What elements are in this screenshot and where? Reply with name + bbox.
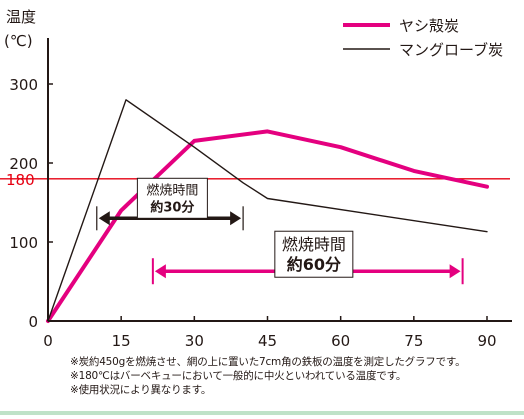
y-tick-label: 300	[9, 76, 38, 94]
footnote-3: ※使用状況により異なります。	[70, 384, 212, 396]
y-tick-label: 200	[9, 155, 38, 173]
x-tick-label: 45	[258, 332, 277, 350]
annotation-1-arrow-head-left	[98, 211, 110, 226]
footer-bar	[0, 411, 524, 415]
annotation-2-arrow-head-left	[154, 264, 166, 279]
annotation-1-line2: 約30分	[150, 199, 194, 215]
annotation-2-box	[274, 230, 354, 278]
series-line-yashi	[46, 129, 489, 323]
y-axis-label-line1: 温度	[6, 8, 36, 26]
x-tick-label: 90	[477, 332, 496, 350]
annotation-2-arrow-head-right	[449, 264, 461, 279]
x-tick-label: 75	[404, 332, 423, 350]
x-tick-label: 0	[43, 332, 53, 350]
footnotes: ※炭約450gを燃焼させ、網の上に置いた7cm角の鉄板の温度を測定したグラフです…	[70, 355, 520, 397]
x-tick-label: 30	[185, 332, 204, 350]
legend-label-2: マングローブ炭	[399, 41, 503, 59]
footnote-1: ※炭約450gを燃焼させ、網の上に置いた7cm角の鉄板の温度を測定したグラフです…	[70, 356, 466, 368]
y-axis-label-line2: (℃)	[4, 32, 33, 50]
x-tick-label: 60	[331, 332, 350, 350]
legend-label-1: ヤシ殻炭	[399, 17, 459, 35]
series-line-mangrove	[47, 99, 488, 322]
y-tick-label: 100	[9, 234, 38, 252]
annotation-1-line1: 燃焼時間	[146, 182, 198, 198]
reference-line-label: 180	[6, 171, 35, 189]
y-tick-label: 0	[28, 313, 38, 331]
x-tick-label: 15	[112, 332, 131, 350]
annotation-2-line2: 約60分	[287, 255, 341, 274]
footnote-2: ※180℃はバーベキューにおいて一般的に中火といわれている温度です。	[70, 370, 407, 382]
annotation-1-arrow-head-right	[230, 211, 242, 226]
annotation-1-box	[136, 177, 208, 219]
annotation-2-line1: 燃焼時間	[282, 235, 346, 254]
